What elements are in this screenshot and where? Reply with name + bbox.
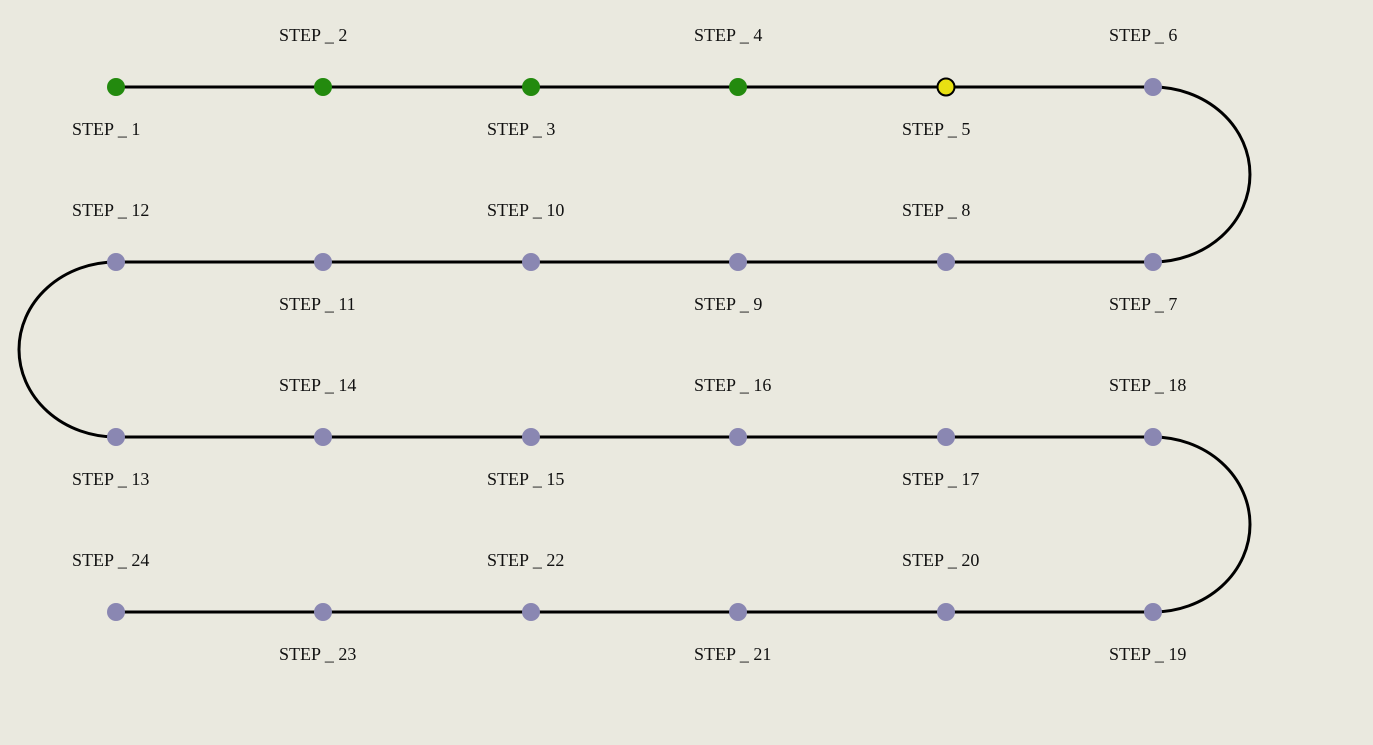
step-node <box>1144 253 1162 271</box>
step-label: STEP _ 8 <box>902 200 970 220</box>
step-label: STEP _ 5 <box>902 119 970 139</box>
step-label: STEP _ 6 <box>1109 25 1177 45</box>
step-label: STEP _ 9 <box>694 294 762 314</box>
step-node <box>936 77 956 97</box>
step-node <box>729 78 747 96</box>
step-label: STEP _ 7 <box>1109 294 1177 314</box>
step-node <box>1144 78 1162 96</box>
step-node <box>1144 603 1162 621</box>
step-node <box>522 603 540 621</box>
step-node <box>314 78 332 96</box>
step-node <box>314 428 332 446</box>
step-label: STEP _ 13 <box>72 469 149 489</box>
step-node <box>107 253 125 271</box>
track <box>17 85 1252 614</box>
step-label: STEP _ 12 <box>72 200 149 220</box>
step-label: STEP _ 18 <box>1109 375 1186 395</box>
step-label: STEP _ 3 <box>487 119 555 139</box>
step-node <box>1144 428 1162 446</box>
step-label: STEP _ 14 <box>279 375 356 395</box>
step-node <box>522 428 540 446</box>
step-label: STEP _ 1 <box>72 119 140 139</box>
step-label: STEP _ 4 <box>694 25 762 45</box>
step-label: STEP _ 10 <box>487 200 564 220</box>
step-node <box>937 603 955 621</box>
step-node <box>314 603 332 621</box>
step-node <box>937 253 955 271</box>
step-node <box>937 428 955 446</box>
step-label: STEP _ 19 <box>1109 644 1186 664</box>
step-label: STEP _ 16 <box>694 375 771 395</box>
step-label: STEP _ 2 <box>279 25 347 45</box>
step-label: STEP _ 20 <box>902 550 979 570</box>
step-node <box>107 428 125 446</box>
step-label: STEP _ 15 <box>487 469 564 489</box>
step-label: STEP _ 17 <box>902 469 979 489</box>
step-node <box>314 253 332 271</box>
step-node <box>729 603 747 621</box>
step-node <box>522 78 540 96</box>
step-node <box>107 603 125 621</box>
step-node <box>107 78 125 96</box>
step-label: STEP _ 24 <box>72 550 149 570</box>
step-node <box>729 428 747 446</box>
step-label: STEP _ 22 <box>487 550 564 570</box>
step-node <box>729 253 747 271</box>
step-label: STEP _ 21 <box>694 644 771 664</box>
step-label: STEP _ 11 <box>279 294 356 314</box>
step-label: STEP _ 23 <box>279 644 356 664</box>
track-line <box>17 85 1252 614</box>
nodes: STEP _ 1 STEP _ 2 STEP _ 3 STEP _ 4 STEP _ 5… <box>72 25 1186 664</box>
step-node <box>522 253 540 271</box>
